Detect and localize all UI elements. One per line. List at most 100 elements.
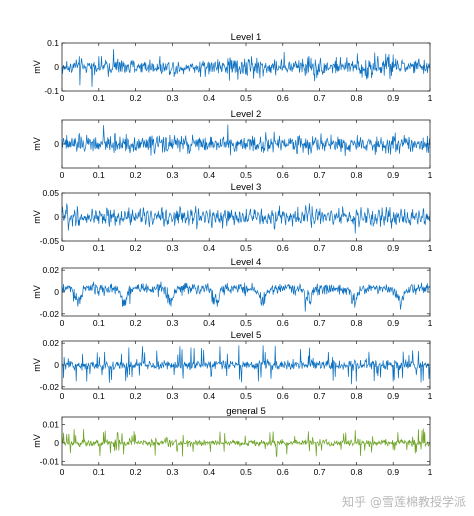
signal-line <box>61 345 431 385</box>
x-tick-label: 0.3 <box>166 93 178 103</box>
x-tick-label: 0.6 <box>277 243 289 253</box>
x-tick-label: 0.2 <box>130 170 142 180</box>
y-tick-label: 0.1 <box>47 38 59 48</box>
signal-line <box>61 124 431 156</box>
x-tick-label: 0.4 <box>203 391 215 401</box>
x-tick-label: 0.7 <box>314 467 326 477</box>
x-tick-label: 0.6 <box>277 170 289 180</box>
subplot-3: Level 3 mV 0 0.1 0.2 0.3 0.4 0.5 0.6 0.7 0.8 0.9 1 -0… <box>32 182 433 253</box>
x-tick-label: 1 <box>428 93 433 103</box>
x-tick-label: 1 <box>428 243 433 253</box>
x-tick-label: 0 <box>60 243 65 253</box>
x-tick-label: 0.4 <box>203 170 215 180</box>
x-tick-label: 0.7 <box>314 243 326 253</box>
x-tick-label: 0.9 <box>387 243 399 253</box>
x-tick-label: 0.6 <box>277 391 289 401</box>
x-tick-label: 0.5 <box>240 243 252 253</box>
x-tick-label: 1 <box>428 170 433 180</box>
subplots: Level 1 mV 0 0.1 0.2 0.3 0.4 0.5 0.6 0.7 0.8 0.9 1 -0… <box>32 32 433 477</box>
y-axis-label: mV <box>32 285 42 299</box>
watermark: 知乎 @雪莲棉教授学派 <box>342 494 466 509</box>
x-tick-label: 1 <box>428 391 433 401</box>
y-tick-label: 0 <box>54 438 59 448</box>
y-axis-label: mV <box>32 358 42 372</box>
x-tick-label: 0.4 <box>203 243 215 253</box>
x-tick-label: 0.8 <box>350 391 362 401</box>
signal-line <box>61 203 431 234</box>
x-tick-label: 0.6 <box>277 467 289 477</box>
x-tick-label: 0.7 <box>314 170 326 180</box>
y-tick-label: -0.02 <box>40 309 60 319</box>
y-axis-label: mV <box>32 210 42 224</box>
x-tick-label: 0.3 <box>166 318 178 328</box>
y-tick-label: -0.01 <box>40 456 60 466</box>
x-tick-label: 0.9 <box>387 318 399 328</box>
x-tick-label: 0 <box>60 318 65 328</box>
y-tick-label: -0.02 <box>40 382 60 392</box>
x-tick-label: 1 <box>428 467 433 477</box>
x-tick-label: 0.7 <box>314 318 326 328</box>
x-tick-label: 0 <box>60 467 65 477</box>
x-tick-label: 0.8 <box>350 243 362 253</box>
x-tick-label: 1 <box>428 318 433 328</box>
x-tick-label: 0.5 <box>240 391 252 401</box>
y-tick-label: 0.02 <box>42 265 59 275</box>
subplot-title: Level 5 <box>231 330 262 341</box>
signal-line <box>61 428 431 457</box>
x-tick-label: 0 <box>60 93 65 103</box>
x-tick-label: 0.5 <box>240 467 252 477</box>
x-tick-label: 0.6 <box>277 93 289 103</box>
x-tick-label: 0.6 <box>277 318 289 328</box>
x-tick-label: 0.7 <box>314 391 326 401</box>
x-tick-label: 0.7 <box>314 93 326 103</box>
x-tick-label: 0.2 <box>130 391 142 401</box>
x-tick-label: 0.1 <box>93 93 105 103</box>
x-tick-label: 0.8 <box>350 170 362 180</box>
x-tick-label: 0.5 <box>240 93 252 103</box>
subplot-title: Level 4 <box>231 257 262 268</box>
subplot-title: Level 2 <box>231 109 262 120</box>
x-tick-label: 0.4 <box>203 318 215 328</box>
x-tick-label: 0.3 <box>166 243 178 253</box>
x-tick-label: 0.4 <box>203 467 215 477</box>
y-tick-label: 0.05 <box>42 188 59 198</box>
subplot-6: general 5 mV 0 0.1 0.2 0.3 0.4 0.5 0.6 0.7 0.8 0.9 1… <box>32 406 433 477</box>
x-tick-label: 0.9 <box>387 391 399 401</box>
x-tick-label: 0.1 <box>93 243 105 253</box>
x-tick-label: 0 <box>60 170 65 180</box>
y-tick-label: 0 <box>54 62 59 72</box>
x-tick-label: 0.1 <box>93 170 105 180</box>
x-tick-label: 0.5 <box>240 318 252 328</box>
x-tick-label: 0.8 <box>350 318 362 328</box>
subplot-2: Level 2 mV 0 0.1 0.2 0.3 0.4 0.5 0.6 0.7 0.8 0.9 1 0 <box>32 109 433 180</box>
y-axis-label: mV <box>32 137 42 151</box>
y-axis-label: mV <box>32 434 42 448</box>
x-tick-label: 0.4 <box>203 93 215 103</box>
x-tick-label: 0.9 <box>387 93 399 103</box>
y-tick-label: 0 <box>54 139 59 149</box>
y-tick-label: -0.1 <box>44 86 59 96</box>
y-tick-label: -0.05 <box>40 236 60 246</box>
x-tick-label: 0.5 <box>240 170 252 180</box>
x-tick-label: 0.2 <box>130 93 142 103</box>
y-tick-label: 0 <box>54 360 59 370</box>
x-tick-label: 0.2 <box>130 467 142 477</box>
x-tick-label: 0.3 <box>166 467 178 477</box>
subplot-1: Level 1 mV 0 0.1 0.2 0.3 0.4 0.5 0.6 0.7 0.8 0.9 1 -0… <box>32 32 433 103</box>
x-tick-label: 0.8 <box>350 467 362 477</box>
signal-line <box>61 49 431 87</box>
x-tick-label: 0.1 <box>93 467 105 477</box>
x-tick-label: 0.9 <box>387 170 399 180</box>
y-tick-label: 0 <box>54 212 59 222</box>
y-axis-label: mV <box>32 60 42 74</box>
y-tick-label: 0.02 <box>42 338 59 348</box>
subplot-4: Level 4 mV 0 0.1 0.2 0.3 0.4 0.5 0.6 0.7 0.8 0.9 1 -0… <box>32 257 433 328</box>
x-tick-label: 0.2 <box>130 243 142 253</box>
x-tick-label: 0.1 <box>93 318 105 328</box>
x-tick-label: 0 <box>60 391 65 401</box>
x-tick-label: 0.3 <box>166 170 178 180</box>
subplot-title: general 5 <box>226 406 266 417</box>
x-tick-label: 0.8 <box>350 93 362 103</box>
x-tick-label: 0.1 <box>93 391 105 401</box>
